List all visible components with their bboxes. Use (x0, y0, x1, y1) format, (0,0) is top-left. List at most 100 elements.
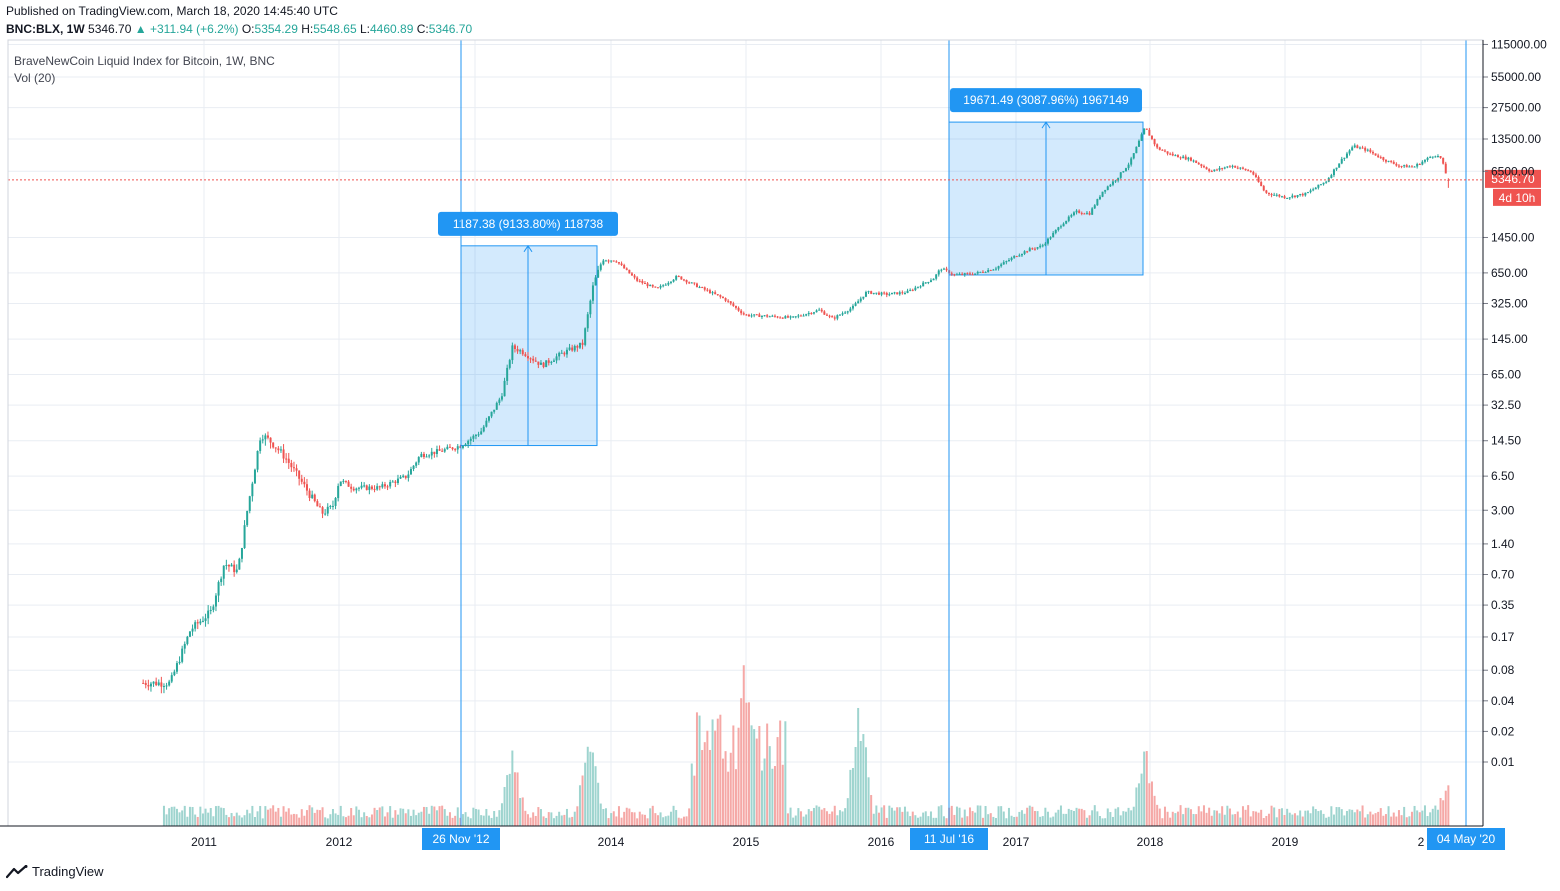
candle-body (157, 682, 160, 686)
candle-body (1304, 192, 1307, 196)
volume-bar (896, 807, 899, 826)
candle-body (1353, 145, 1356, 148)
candle-body (500, 396, 503, 400)
volume-bar (612, 811, 615, 826)
volume-bar (565, 808, 568, 826)
volume-bar (799, 811, 802, 826)
volume-bar (1439, 798, 1442, 826)
candle-body (1057, 227, 1060, 230)
candle-body (209, 609, 212, 611)
candle-body (651, 284, 654, 287)
volume-bar (181, 810, 184, 826)
candle-body (966, 273, 969, 275)
vertical-lines[interactable]: 26 Nov '12 11 Jul '16 04 May '20 (422, 40, 1505, 850)
volume-bar (526, 814, 529, 826)
candle-body (344, 480, 347, 482)
candle-body (719, 295, 722, 297)
volume-bars (162, 665, 1450, 826)
marker-badge-label: 04 May '20 (1437, 832, 1496, 846)
volume-bar (1122, 811, 1125, 826)
volume-bar (214, 806, 217, 826)
volume-bar (282, 806, 285, 826)
volume-bar (1397, 810, 1400, 826)
candle-body (1254, 174, 1257, 178)
candle-body (1052, 232, 1055, 238)
candle-body (526, 356, 529, 359)
candle-body (870, 291, 873, 294)
candle-body (1137, 140, 1140, 147)
volume-bar (264, 806, 267, 826)
candle-body (1156, 144, 1159, 148)
volume-bar (1426, 816, 1429, 826)
price-tick-label: 6500.00 (1491, 164, 1535, 178)
candle-body (300, 478, 303, 482)
volume-bar (870, 795, 873, 826)
volume-bar (240, 817, 243, 826)
marker-badge[interactable] (910, 828, 988, 850)
candle-body (831, 316, 834, 318)
volume-bar (1431, 808, 1434, 826)
candle-body (227, 564, 230, 567)
candle-body (170, 675, 173, 682)
candle-body (576, 345, 579, 348)
candle-body (464, 444, 467, 446)
candle-body (1179, 157, 1182, 159)
candle-body (1171, 153, 1174, 156)
candle-body (724, 298, 727, 301)
candle-body (253, 469, 256, 484)
volume-bar (1088, 815, 1091, 826)
candle-body (1283, 196, 1286, 199)
volume-bar (1293, 813, 1296, 826)
price-tick-label: 1.40 (1491, 537, 1515, 551)
candle-body (695, 283, 698, 288)
candle-body (1117, 177, 1120, 181)
candle-body (365, 485, 368, 490)
tradingview-logo[interactable]: TradingView (6, 864, 104, 879)
volume-bar (851, 768, 854, 826)
candle-body (352, 488, 355, 491)
volume-bar (963, 809, 966, 826)
candle-body (313, 494, 316, 502)
volume-bar (537, 807, 540, 826)
candle-body (428, 455, 431, 457)
candle-body (1405, 165, 1408, 168)
volume-bar (1080, 808, 1083, 826)
volume-bar (578, 785, 581, 826)
candle-body (942, 268, 945, 270)
volume-bar (789, 807, 792, 826)
volume-bar (1254, 811, 1257, 826)
candle-body (563, 352, 566, 355)
volume-bar (1221, 806, 1224, 826)
measure-box[interactable] (460, 245, 598, 447)
candle-body (188, 631, 191, 637)
candle-body (404, 475, 407, 478)
candle-body (1163, 150, 1166, 152)
volume-bar (391, 817, 394, 826)
marker-badge[interactable] (1427, 828, 1505, 850)
volume-bar (459, 817, 462, 826)
candle-body (987, 270, 990, 273)
candle-body (1039, 245, 1042, 248)
marker-badge[interactable] (422, 828, 500, 850)
volume-bar (248, 813, 251, 826)
candle-body (391, 481, 394, 483)
candle-body (794, 316, 797, 318)
volume-bar (815, 805, 818, 826)
candle-body (1413, 166, 1416, 168)
volume-bar (589, 751, 592, 826)
volume-bar (212, 816, 215, 826)
candle-body (412, 465, 415, 470)
measurement-boxes[interactable]: 1187.38 (9133.80%) 118738 19671.49 (3087.… (438, 88, 1144, 447)
candle-body (628, 269, 631, 274)
volume-bar (220, 807, 223, 826)
candle-body (1153, 139, 1156, 145)
candle-body (1028, 248, 1031, 252)
volume-bar (467, 816, 470, 826)
volume-bar (625, 807, 628, 826)
volume-bar (1023, 813, 1026, 826)
candle-body (456, 446, 459, 450)
candle-body (922, 282, 925, 287)
volume-bar (885, 817, 888, 826)
candle-body (1127, 164, 1130, 169)
